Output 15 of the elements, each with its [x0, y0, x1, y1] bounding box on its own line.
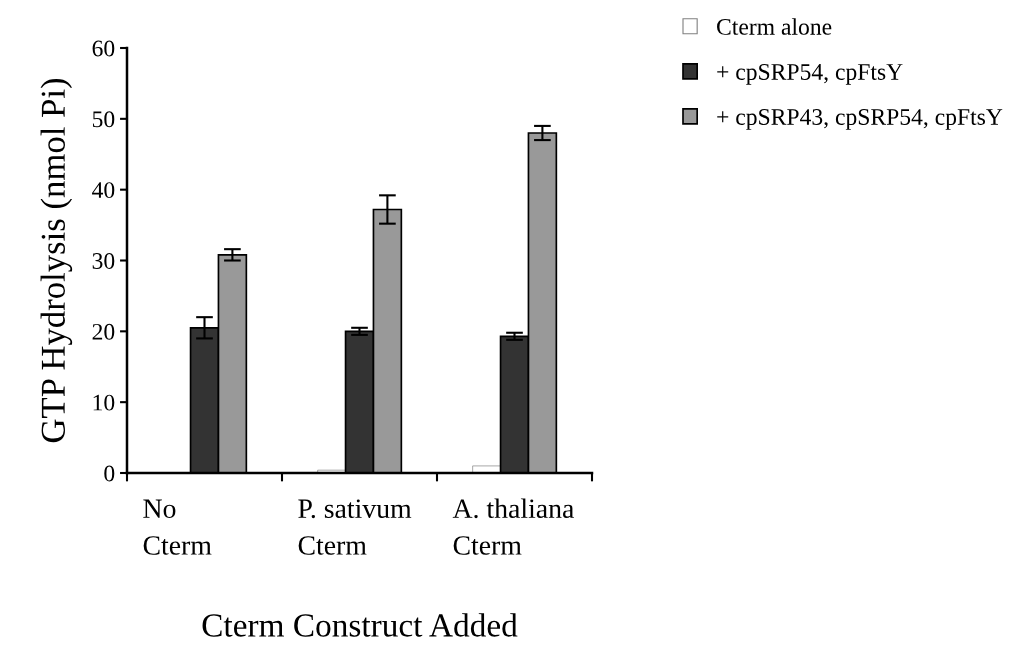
y-tick-label: 10 [93, 394, 115, 411]
x-axis-title: Cterm Construct Added [202, 613, 518, 637]
y-tick-label: 50 [92, 111, 115, 128]
x-tick-label: A. thaliana Cterm [452, 498, 574, 555]
y-tick-label: 40 [92, 182, 115, 199]
y-tick-label: 30 [92, 252, 115, 269]
y-tick-label: 0 [104, 465, 115, 482]
legend-label: + cpSRP54, cpFtsY [717, 64, 903, 85]
x-tick-label: No Cterm [143, 499, 212, 555]
legend-label: Cterm alone [717, 18, 832, 35]
y-tick-label: 20 [92, 323, 115, 340]
x-tick-label: P. sativum Cterm [298, 499, 412, 555]
y-axis-title: GTP Hydrolysis (nmol Pi) [40, 78, 73, 443]
y-tick-label: 60 [92, 40, 115, 57]
legend-label: + cpSRP43, cpSRP54, cpFtsY [717, 109, 1003, 130]
